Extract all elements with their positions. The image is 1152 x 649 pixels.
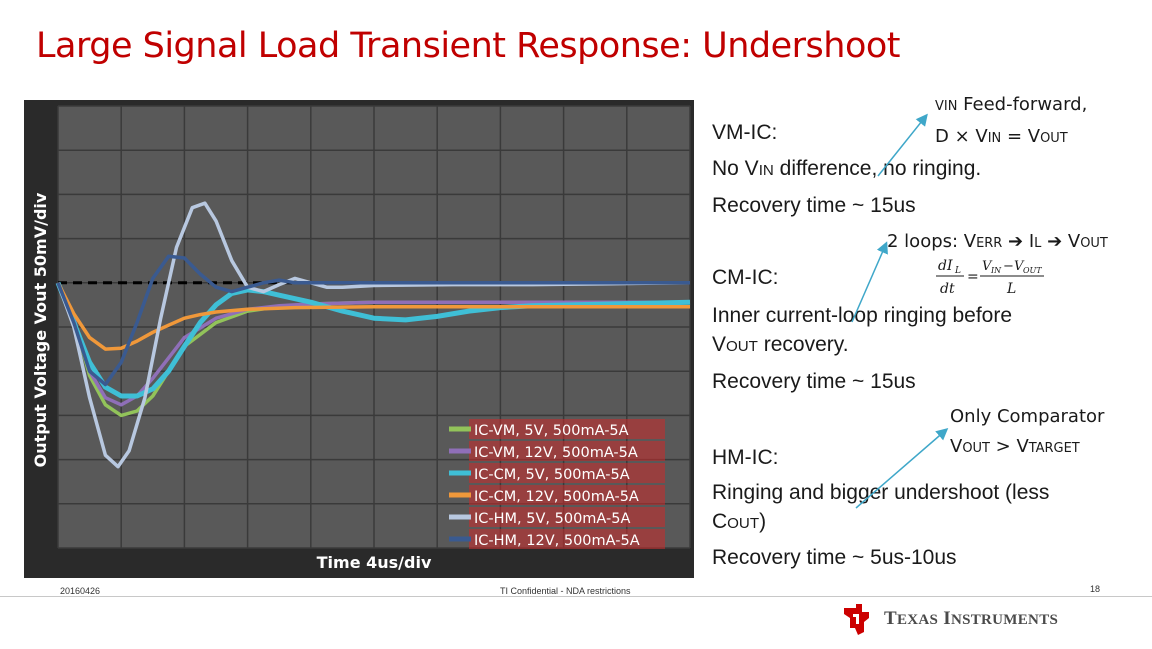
svg-text:dI: dI (938, 258, 953, 274)
company-name: TEXAS INSTRUMENTS (884, 608, 1059, 629)
legend-label: IC-VM, 5V, 500mA-5A (474, 423, 629, 439)
vm-line1: No VIN difference, no ringing. (712, 157, 982, 180)
series-line-2 (56, 282, 690, 407)
hm-label: HM-IC: (712, 446, 779, 469)
series-line-3 (55, 281, 691, 399)
legend-item-bg (469, 485, 665, 505)
cm-line2: VOUT recovery. (712, 333, 849, 356)
footer-confidential: TI Confidential - NDA restrictions (500, 586, 631, 596)
vm-annotation-line1: VIN Feed-forward, (935, 94, 1088, 115)
page-number: 18 (1090, 584, 1101, 594)
svg-text:L: L (1006, 281, 1016, 297)
svg-text:V: V (982, 259, 993, 274)
svg-text:L: L (954, 266, 961, 276)
legend-item-bg (469, 441, 665, 461)
cm-annotation: 2 loops: VERR ➔ IL ➔ VOUT (887, 231, 1108, 252)
svg-text:−: − (1003, 259, 1014, 274)
legend-label: IC-CM, 12V, 500mA-5A (474, 489, 639, 505)
slide-title: Large Signal Load Transient Response: Un… (36, 26, 901, 66)
cm-label: CM-IC: (712, 266, 779, 289)
svg-text:V: V (1014, 259, 1025, 274)
svg-text:=: = (967, 269, 979, 285)
hm-annotation-line1: Only Comparator (950, 406, 1105, 427)
legend-label: IC-VM, 12V, 500mA-5A (474, 445, 638, 461)
cm-formula: dI L dt = V IN − V OUT L (936, 258, 1044, 297)
chart-legend: IC-VM, 5V, 500mA-5A IC-VM, 12V, 500mA-5A I… (449, 419, 665, 549)
legend-item-bg (469, 529, 665, 549)
svg-text:OUT: OUT (1023, 266, 1042, 275)
vm-recovery: Recovery time ~ 15us (712, 194, 916, 217)
series-line-4 (56, 282, 690, 351)
cm-recovery: Recovery time ~ 15us (712, 370, 916, 393)
cm-line1: Inner current-loop ringing before (712, 304, 1013, 327)
x-axis-label: Time 4us/div (317, 553, 432, 572)
series-line-5 (56, 201, 691, 469)
legend-label: IC-HM, 5V, 500mA-5A (474, 511, 630, 527)
svg-text:dt: dt (940, 281, 955, 297)
footer-bar (0, 596, 1152, 649)
legend-item-bg (469, 507, 665, 527)
oscilloscope-chart: IC-VM, 5V, 500mA-5A IC-VM, 12V, 500mA-5A I… (24, 100, 694, 578)
svg-text:IN: IN (990, 266, 1002, 275)
legend-label: IC-CM, 5V, 500mA-5A (474, 467, 630, 483)
vm-annotation-line2: D × VIN = VOUT (935, 126, 1068, 147)
legend-item-bg (469, 419, 665, 439)
series-group (55, 201, 691, 469)
legend-label: IC-HM, 12V, 500mA-5A (474, 533, 640, 549)
legend-item-bg (469, 463, 665, 483)
hm-line1: Ringing and bigger undershoot (less (712, 481, 1050, 504)
hm-line2: COUT) (712, 510, 767, 533)
footer-date: 20160426 (60, 586, 101, 596)
series-line-6 (56, 254, 690, 387)
hm-annotation-line2: VOUT > VTARGET (950, 436, 1080, 457)
hm-recovery: Recovery time ~ 5us-10us (712, 546, 957, 569)
y-axis-label: Output Voltage Vout 50mV/div (31, 192, 50, 467)
ti-logo-icon (844, 604, 869, 635)
vm-label: VM-IC: (712, 121, 778, 144)
